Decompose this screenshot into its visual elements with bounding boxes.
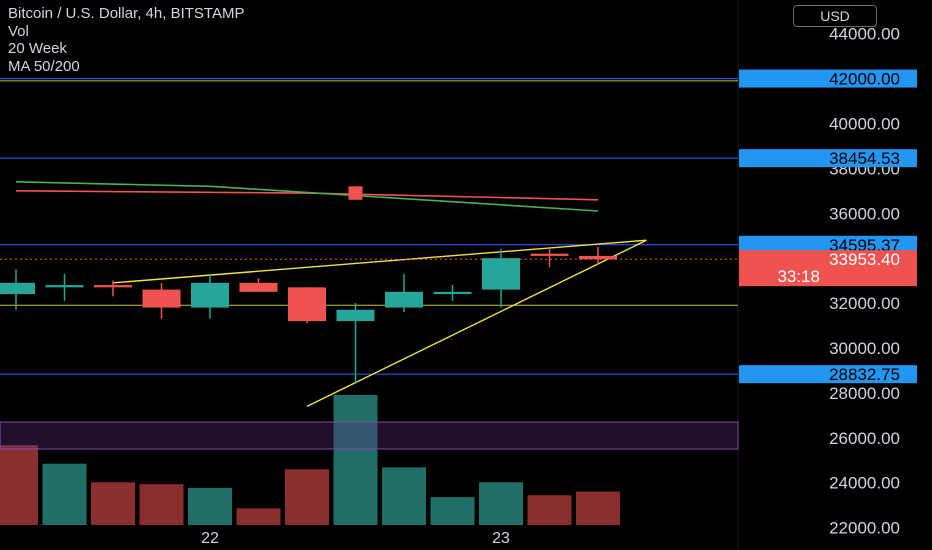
- last-price-label: 33953.40: [829, 250, 900, 269]
- level-label: 42000.00: [829, 70, 900, 89]
- candle: [433, 285, 472, 301]
- ma-marker: [348, 186, 363, 200]
- candle: [239, 278, 278, 292]
- candle-body: [336, 309, 375, 322]
- level-label-bg: [739, 69, 917, 88]
- candle-body: [482, 258, 520, 290]
- legend-20-week[interactable]: 20 Week: [8, 40, 67, 57]
- y-tick-label: 40000.00: [829, 114, 900, 133]
- candle: [0, 269, 35, 310]
- y-tick-label: 36000.00: [829, 204, 900, 223]
- volume-bar: [42, 463, 87, 525]
- y-tick-label: 32000.00: [829, 294, 900, 313]
- candle-body: [0, 282, 35, 295]
- candle-body: [433, 291, 472, 295]
- volume-bar: [285, 469, 329, 525]
- chart-legend: Bitcoin / U.S. Dollar, 4h, BITSTAMP Vol …: [8, 5, 244, 75]
- candle-body: [288, 287, 326, 322]
- countdown-label: 33:18: [777, 267, 820, 286]
- candle: [385, 273, 423, 313]
- volume-bar: [527, 495, 572, 525]
- volume-bar: [139, 484, 184, 525]
- y-tick-label: 26000.00: [829, 429, 900, 448]
- support-zone: [0, 421, 739, 450]
- x-tick-label: 22: [201, 530, 219, 547]
- legend-volume[interactable]: Vol: [8, 22, 29, 40]
- y-tick-label: 22000.00: [829, 519, 900, 538]
- candle-body: [579, 255, 617, 260]
- candle: [288, 287, 326, 324]
- volume-bar: [333, 395, 378, 525]
- candle-body: [94, 285, 132, 288]
- volume-bar: [430, 497, 475, 525]
- candle: [530, 249, 569, 268]
- level-label-bg: [739, 235, 917, 254]
- x-tick-label: 23: [492, 530, 510, 547]
- candle-body: [45, 285, 84, 288]
- moving-average-line: [15, 181, 599, 212]
- y-tick-label: 24000.00: [829, 474, 900, 493]
- candle: [579, 246, 617, 265]
- trendline: [112, 239, 647, 284]
- candle: [336, 303, 375, 384]
- volume-bar: [479, 482, 523, 525]
- volume-bar: [91, 482, 135, 525]
- level-label-bg: [739, 149, 917, 168]
- candle-body: [530, 253, 569, 256]
- legend-title[interactable]: Bitcoin / U.S. Dollar, 4h, BITSTAMP: [8, 5, 245, 22]
- volume-bar: [382, 467, 426, 525]
- currency-button[interactable]: USD: [793, 5, 877, 27]
- candle: [191, 273, 229, 319]
- volume-bar: [0, 445, 38, 525]
- candle: [45, 273, 84, 301]
- last-price-label-bg: [739, 250, 917, 287]
- candle: [482, 249, 520, 308]
- candle-body: [142, 289, 181, 308]
- candle-body: [239, 282, 278, 292]
- legend-ma[interactable]: MA 50/200: [8, 57, 80, 75]
- level-label: 34595.37: [829, 236, 900, 255]
- trendline: [306, 239, 647, 407]
- y-tick-label: 44000.00: [829, 25, 900, 44]
- volume-bar: [188, 487, 232, 525]
- y-tick-label: 30000.00: [829, 339, 900, 358]
- level-label: 38454.53: [829, 149, 900, 168]
- candle-body: [385, 291, 423, 308]
- candle: [94, 280, 132, 297]
- level-label: 28832.75: [829, 365, 900, 384]
- y-tick-label: 28000.00: [829, 384, 900, 403]
- candle-body: [191, 282, 229, 308]
- candle: [142, 282, 181, 319]
- volume-bar: [576, 491, 620, 525]
- volume-bar: [236, 508, 281, 525]
- level-label-bg: [739, 365, 917, 384]
